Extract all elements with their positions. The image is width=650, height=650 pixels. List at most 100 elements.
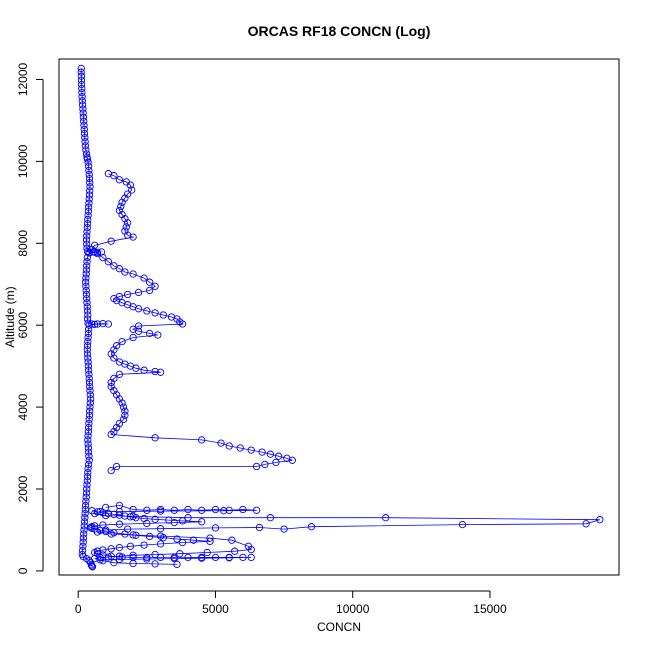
series-line-4 [89,510,252,561]
data-point [151,560,159,568]
data-point [84,329,93,338]
data-point [78,101,87,109]
data-point [96,556,104,564]
data-point [85,166,93,175]
x-tick-label: 10000 [336,602,370,616]
data-point [252,462,261,471]
data-point [85,199,93,207]
data-point [80,125,88,134]
data-point [129,553,137,562]
data-point [82,266,91,274]
data-point [156,507,165,515]
data-point [129,505,137,514]
data-point [86,382,94,391]
data-point [170,518,178,527]
data-point [151,367,159,376]
data-point [123,219,132,227]
data-point [110,262,118,270]
data-point [80,129,89,138]
data-point [84,333,92,342]
data-point [140,541,148,549]
data-point [274,452,283,460]
y-axis: 0 2000 4000 6000 8000 10000 12000 [16,62,44,574]
data-point [107,552,115,560]
data-point [88,562,96,570]
data-point [382,514,390,522]
data-point [115,543,124,552]
data-point [85,419,93,428]
data-point [198,554,206,562]
data-point [151,434,159,442]
data-point [83,294,91,303]
data-point [107,466,115,475]
data-point [110,172,118,180]
data-point [189,536,198,544]
data-point [266,514,275,522]
y-tick-label: 2000 [16,475,30,502]
data-point [85,249,93,257]
data-point [78,93,86,101]
data-point [173,560,181,569]
data-point [84,440,92,448]
data-point [134,327,143,335]
data-point [77,80,86,89]
data-point [121,268,129,276]
data-point [99,509,107,517]
data-point [84,215,92,224]
data-point [198,436,206,444]
data-point [119,415,128,424]
data-point [156,553,165,562]
data-point [83,228,91,236]
data-point [84,354,92,362]
data-point [85,191,94,199]
data-point [115,555,124,564]
data-point [156,525,165,533]
data-point [252,506,261,514]
data-point [86,395,95,403]
chart-title: ORCAS RF18 CONCN (Log) [248,23,431,39]
data-point [143,519,151,528]
data-point [145,286,154,295]
data-point [110,510,118,519]
data-point [84,203,93,211]
data-point [84,468,92,477]
data-point [129,551,137,559]
data-point [81,501,90,510]
data-point [77,68,85,76]
data-point [83,224,91,232]
data-point [84,358,92,366]
data-point [82,236,91,244]
data-point [81,133,89,142]
data-point [84,362,93,370]
data-point [170,554,178,563]
data-point [80,117,88,125]
data-point [220,507,228,515]
data-point [86,387,94,395]
data-point [84,158,92,166]
data-point [84,325,93,333]
data-point [84,162,93,170]
data-point [86,523,95,532]
data-point [132,364,140,372]
data-point [236,444,244,452]
data-point [82,282,90,290]
data-point [225,554,233,562]
y-tick-label: 0 [16,567,30,574]
data-point [81,514,89,522]
data-point [82,493,90,501]
data-point [99,253,107,262]
data-point [178,538,187,547]
data-point [84,211,92,220]
data-point [84,337,92,346]
data-point [84,432,92,440]
data-point [115,507,124,516]
data-point [86,391,94,399]
data-point [84,460,93,469]
data-point [77,72,86,80]
data-point [280,525,288,533]
data-point [86,179,94,187]
data-point [84,311,92,319]
data-point [211,553,220,562]
data-point [307,523,316,531]
